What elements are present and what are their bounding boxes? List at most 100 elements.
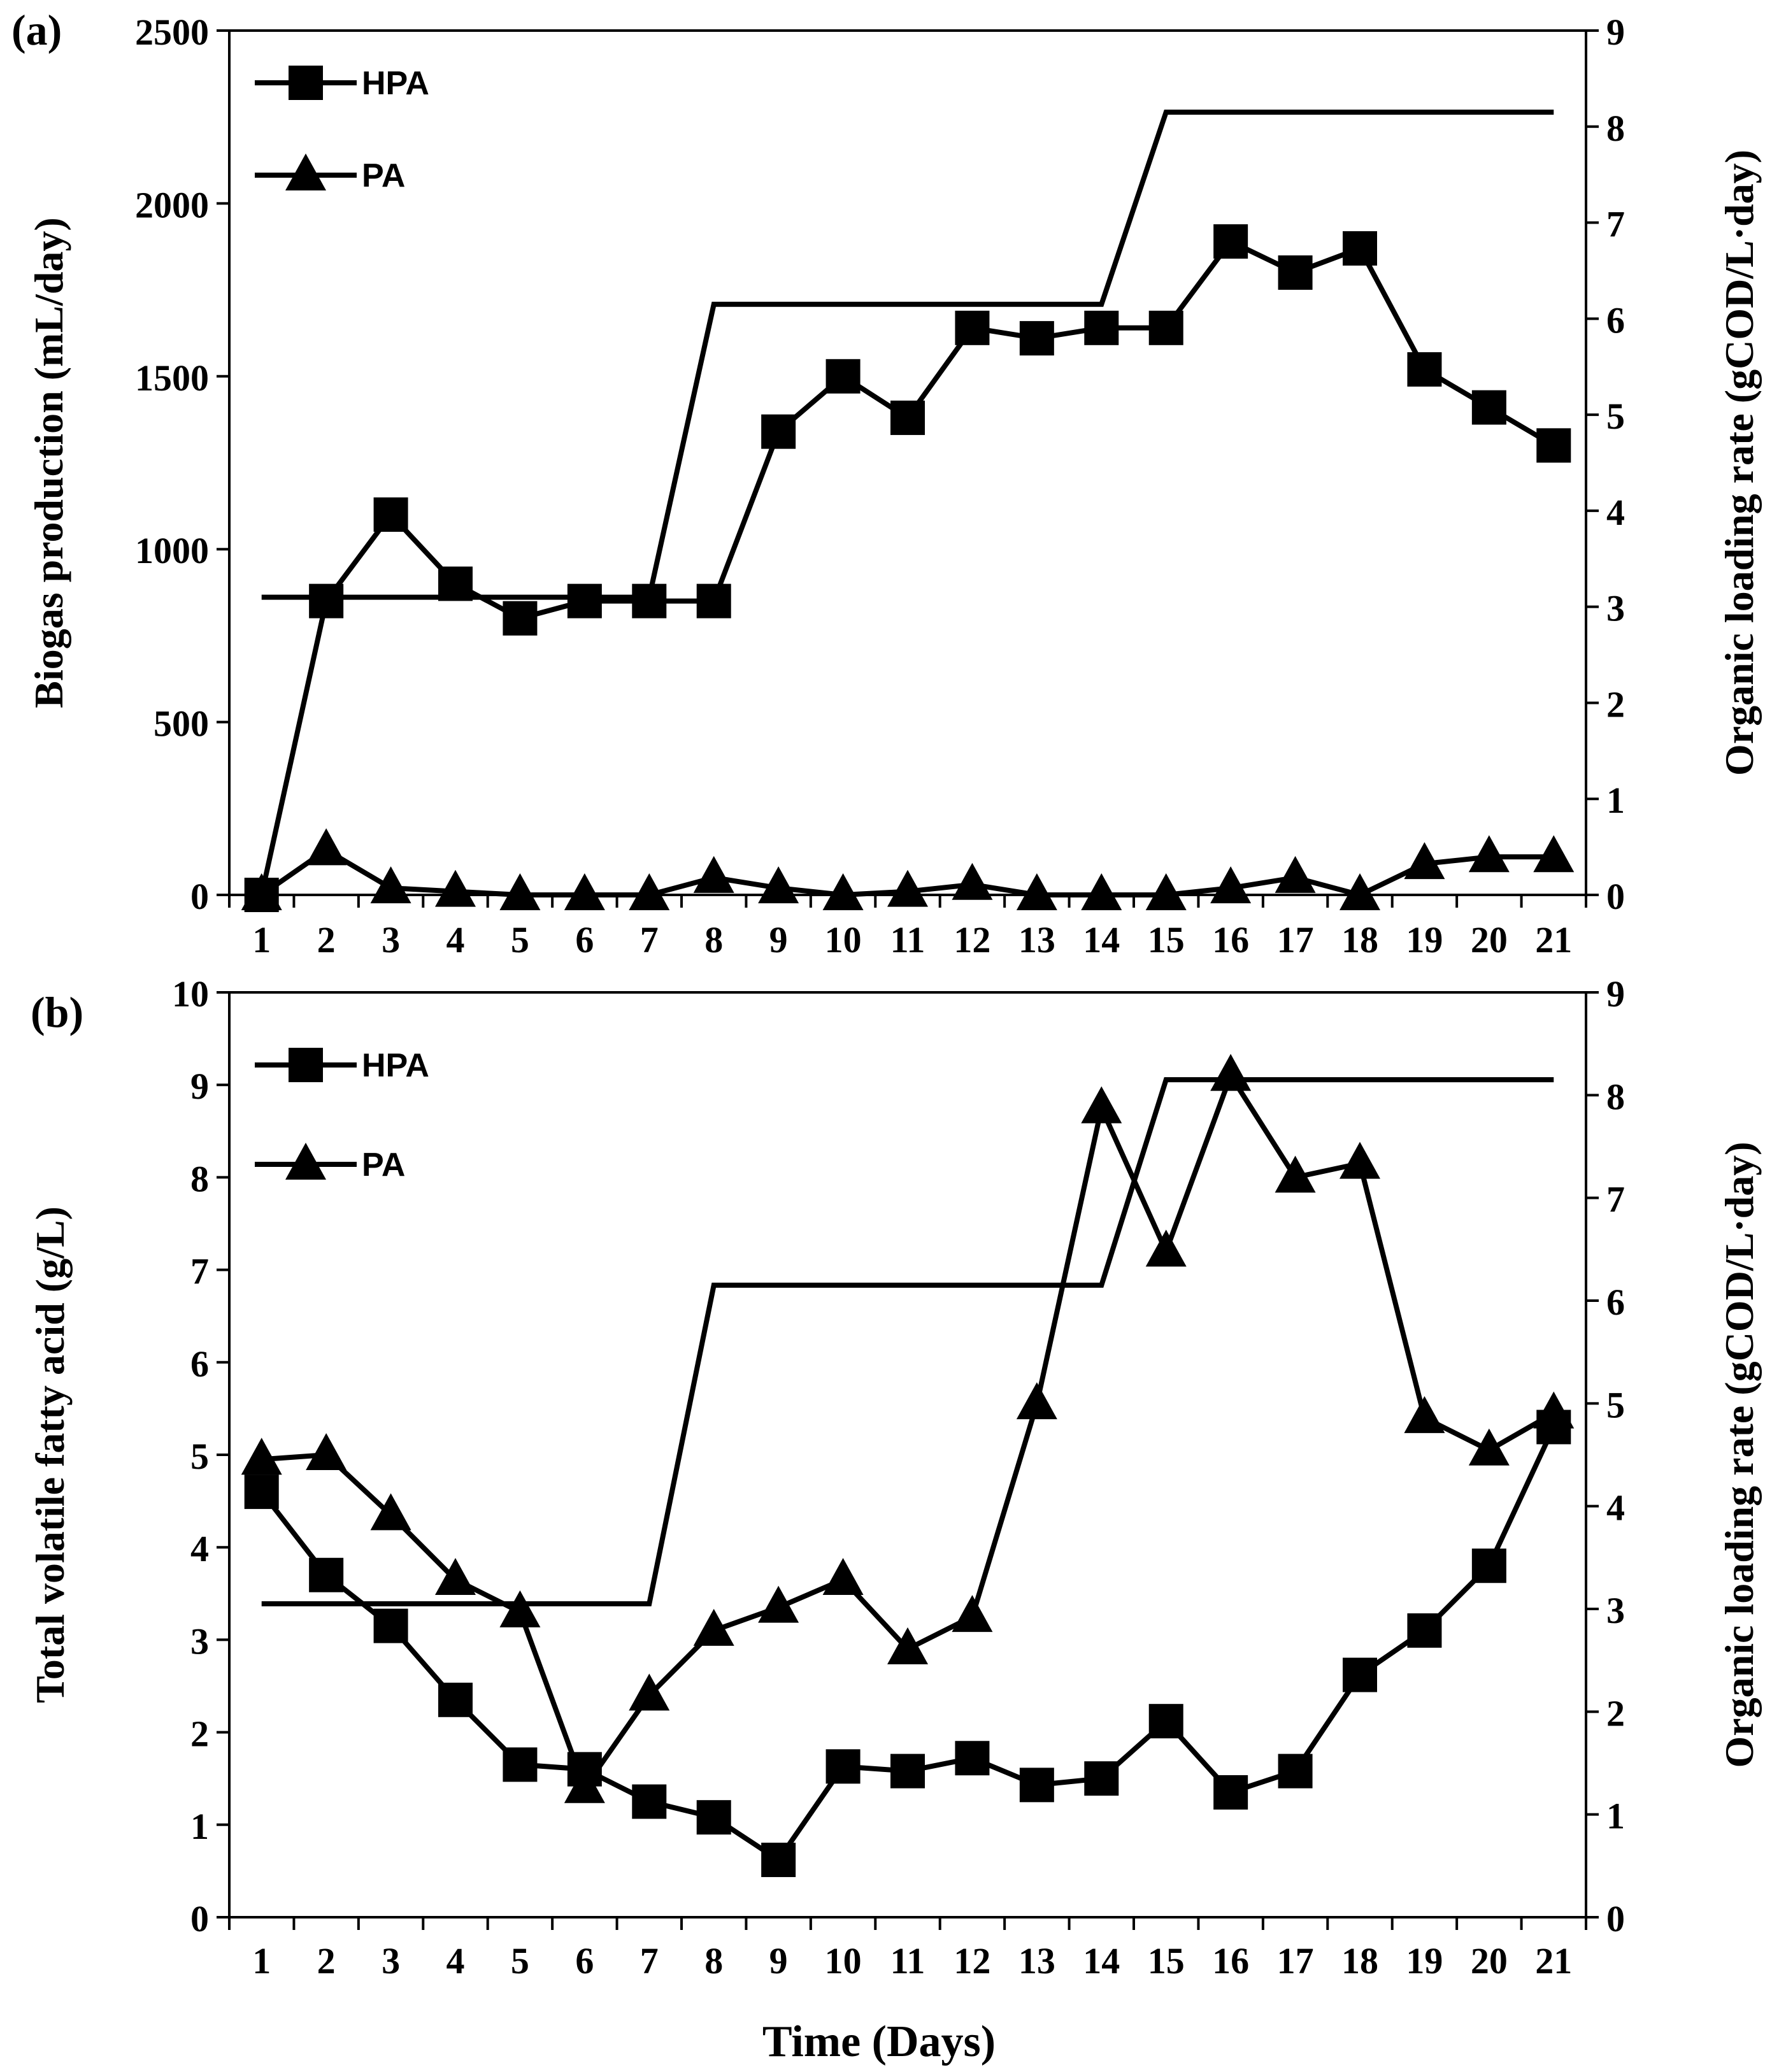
y2-axis-tick-label: 7 <box>1606 1179 1625 1220</box>
pa-point <box>306 1433 347 1470</box>
y-axis-tick-label: 1000 <box>135 530 209 571</box>
pa-point <box>887 869 928 907</box>
x-axis-tick-label: 7 <box>640 919 659 961</box>
y2-axis-tick-label: 4 <box>1606 1487 1625 1529</box>
pa-point <box>758 1585 799 1623</box>
x-axis-tick-label: 10 <box>825 919 862 961</box>
hpa-point <box>1148 1704 1183 1739</box>
x-axis-tick-label: 17 <box>1277 919 1314 961</box>
pa-point <box>1145 1229 1187 1267</box>
x-axis-tick-label: 5 <box>511 1940 529 1982</box>
x-axis-tick-label: 19 <box>1406 1940 1443 1982</box>
hpa-point <box>1148 310 1183 345</box>
y-axis-tick-label: 500 <box>154 703 209 745</box>
pa-point <box>370 866 411 904</box>
hpa-point <box>1084 1761 1119 1796</box>
x-axis-tick-label: 13 <box>1018 919 1055 961</box>
hpa-point <box>1019 1768 1054 1803</box>
x-axis-tick-label: 12 <box>954 1940 990 1982</box>
pa-point <box>693 1608 734 1646</box>
pa-point <box>952 1595 993 1633</box>
x-axis-tick-label: 3 <box>382 919 400 961</box>
series-organic-loading-rate <box>261 1077 1554 1606</box>
pa-point <box>1468 835 1510 873</box>
hpa-point <box>1213 224 1248 259</box>
series-pa <box>241 828 1575 910</box>
legend-marker <box>289 66 323 100</box>
panel-label: (a) <box>11 6 62 54</box>
hpa-point <box>244 1475 279 1510</box>
x-axis-tick-label: 10 <box>825 1940 862 1982</box>
y2-axis-tick-label: 8 <box>1606 108 1625 149</box>
y2-axis-tick-label: 7 <box>1606 204 1625 245</box>
x-axis-tick-label: 8 <box>704 1940 723 1982</box>
pa-point <box>1404 842 1445 880</box>
hpa-point <box>1213 1775 1248 1810</box>
pa-point <box>241 1438 282 1475</box>
pa-point <box>1016 1382 1057 1420</box>
x-axis-tick-label: 18 <box>1341 1940 1378 1982</box>
pa-point <box>1533 835 1575 873</box>
series-hpa <box>244 224 1571 912</box>
pa-point <box>1081 1086 1122 1124</box>
y2-axis-tick-label: 3 <box>1606 1590 1625 1631</box>
pa-point <box>1210 1054 1252 1091</box>
plot-frame <box>228 29 1587 896</box>
y2-axis-tick-label: 9 <box>1606 11 1625 53</box>
pa-point <box>306 828 347 866</box>
pa-point <box>1340 1141 1380 1179</box>
y-axis-title: Biogas production (mL/day) <box>26 217 71 708</box>
legend-marker <box>285 154 326 190</box>
hpa-point <box>1343 231 1377 266</box>
x-axis-tick-label: 21 <box>1535 919 1572 961</box>
pa-point <box>564 873 605 910</box>
pa-point <box>1340 873 1380 910</box>
x-axis-tick-label: 9 <box>769 919 788 961</box>
hpa-point <box>761 1842 796 1877</box>
hpa-point <box>890 400 925 435</box>
legend: HPA PA <box>255 1047 429 1183</box>
x-axis-tick-label: 14 <box>1083 919 1120 961</box>
pa-point <box>1145 873 1187 910</box>
hpa-point <box>1084 310 1119 345</box>
legend-marker <box>289 1048 323 1082</box>
hpa-point <box>1407 1613 1442 1648</box>
y2-axis-tick-label: 0 <box>1606 1898 1625 1940</box>
hpa-point <box>761 414 796 449</box>
x-axis-tick-label: 16 <box>1212 1940 1249 1982</box>
pa-point <box>822 873 864 910</box>
y2-axis-title: Organic loading rate (gCOD/L·day) <box>1717 1141 1762 1768</box>
y2-axis-tick-label: 3 <box>1606 588 1625 629</box>
pa-point <box>241 873 282 910</box>
pa-point <box>887 1627 928 1664</box>
hpa-point <box>696 1800 731 1835</box>
hpa-point <box>567 583 602 618</box>
hpa-point <box>955 1741 990 1776</box>
x-axis-tick-label: 2 <box>317 1940 336 1982</box>
y2-axis-tick-label: 2 <box>1606 1692 1625 1734</box>
hpa-point <box>825 359 861 394</box>
x-axis-tick-label: 14 <box>1083 1940 1120 1982</box>
y-axis-tick-label: 6 <box>190 1343 209 1385</box>
x-axis-tick-label: 11 <box>890 1940 925 1982</box>
pa-point <box>499 1590 541 1627</box>
hpa-point <box>309 1557 344 1592</box>
x-axis-tick-label: 15 <box>1148 919 1185 961</box>
y-axis-tick-label: 2000 <box>135 184 209 225</box>
pa-point <box>1210 866 1252 904</box>
hpa-point <box>1278 1754 1313 1789</box>
y-axis-tick-label: 0 <box>190 1898 209 1940</box>
x-axis-tick-label: 6 <box>575 919 594 961</box>
pa-point <box>629 873 670 910</box>
hpa-point <box>1407 352 1442 387</box>
hpa-point <box>309 583 344 618</box>
y-axis-tick-label: 1500 <box>135 357 209 399</box>
y2-axis-tick-label: 2 <box>1606 683 1625 725</box>
y-axis-tick-label: 2 <box>190 1713 209 1755</box>
pa-point <box>370 1493 411 1531</box>
hpa-point <box>438 1682 473 1717</box>
y2-axis-tick-label: 8 <box>1606 1076 1625 1117</box>
